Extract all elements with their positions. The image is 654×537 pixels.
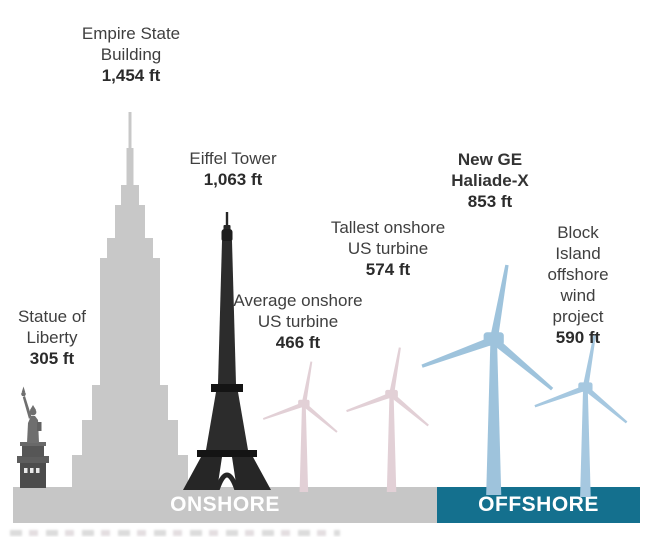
onshore-section-bar: ONSHORE [13, 487, 437, 523]
block-island-turbine-figure [522, 323, 633, 497]
eiffel-tower-silhouette [183, 212, 271, 490]
label-average-onshore-turbine: Average onshore US turbine 466 ft [233, 290, 362, 353]
figure-height: 1,454 ft [101, 66, 161, 85]
figure-height: 466 ft [275, 333, 321, 352]
figure-name: Tallest onshore US turbine [330, 218, 446, 258]
onshore-section-label: ONSHORE [170, 493, 280, 516]
figure-name: New GE Haliade-X [451, 150, 529, 190]
figure-name: Block Island offshore wind project [547, 223, 609, 326]
figure-name: Empire State Building [81, 24, 181, 64]
figure-height: 305 ft [29, 349, 75, 368]
figure-name: Eiffel Tower [189, 149, 277, 168]
offshore-section-label: OFFSHORE [478, 493, 599, 516]
cropped-caption-remnant [10, 530, 340, 536]
offshore-section-bar: OFFSHORE [437, 487, 640, 523]
figure-name: Average onshore US turbine [233, 291, 363, 331]
figure-height: 1,063 ft [203, 170, 263, 189]
label-tallest-onshore-turbine: Tallest onshore US turbine 574 ft [331, 217, 445, 280]
figure-height: 574 ft [365, 260, 411, 279]
statue-of-liberty-silhouette [17, 386, 49, 488]
figure-name: Statue of Liberty [17, 307, 87, 347]
label-eiffel-tower: Eiffel Tower 1,063 ft [189, 148, 276, 190]
label-statue-of-liberty: Statue of Liberty 305 ft [18, 306, 86, 369]
label-empire-state-building: Empire State Building 1,454 ft [82, 23, 180, 86]
label-new-ge-haliade-x: New GE Haliade-X 853 ft [451, 149, 528, 212]
label-block-island-project: Block Island offshore wind project 590 f… [540, 222, 616, 348]
figure-height: 590 ft [555, 328, 601, 347]
figure-height: 853 ft [467, 192, 513, 211]
empire-state-building-silhouette [72, 112, 188, 490]
